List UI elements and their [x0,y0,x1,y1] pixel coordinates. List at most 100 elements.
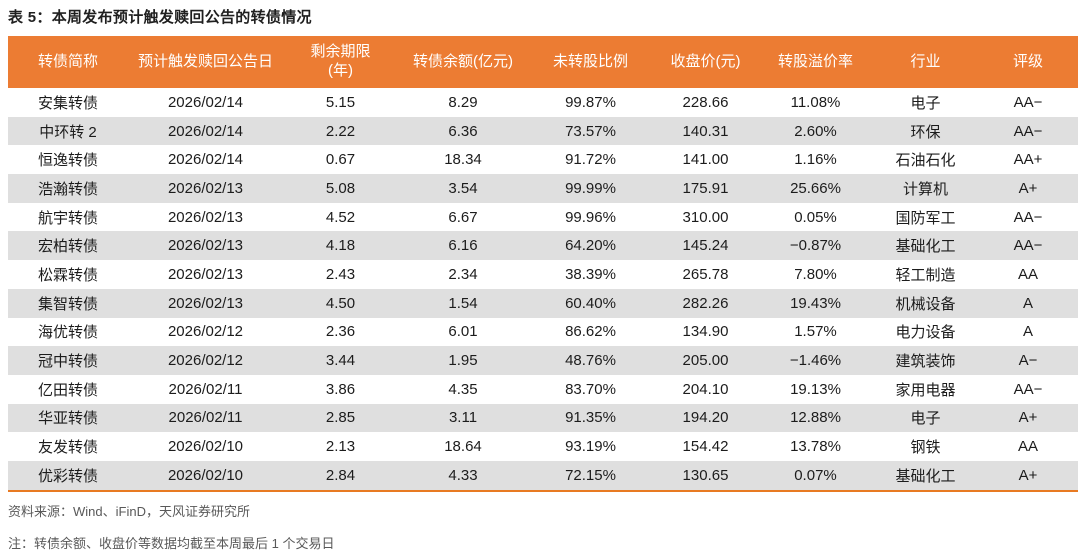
table-cell: 2.36 [325,323,356,341]
table-cell: 130.65 [682,466,729,484]
table-cell: 4.18 [325,237,356,255]
table-cell: 310.00 [682,208,729,226]
table-title: 表 5：本周发布预计触发赎回公告的转债情况 [8,9,312,26]
table-row: 宏柏转债 2026/02/13 4.18 6.16 64.20% 145.24 −0.87%… [8,231,1078,261]
table-cell: 2.84 [325,466,356,484]
table-cell: 2026/02/14 [167,93,244,111]
table-cell: 60.40% [565,294,616,312]
table-cell: 48.76% [565,352,616,370]
table-cell: AA− [1013,93,1043,111]
table-cell: 19.13% [790,380,841,398]
table-cell: 2026/02/14 [167,151,244,169]
table-cell: 86.62% [565,323,616,341]
table-cell: 3.44 [325,352,356,370]
table-cell: 18.34 [444,151,482,169]
table-cell: 建筑装饰 [895,353,956,371]
table-cell: A [1022,294,1033,312]
table-cell: 91.72% [565,151,616,169]
column-header-0: 转债简称 [8,36,128,88]
table-cell: 73.57% [565,122,616,140]
table-cell: 265.78 [682,265,729,283]
table-cell: 亿田转债 [37,381,98,399]
table-cell: 2.60% [794,122,837,140]
table-cell: 194.20 [682,409,729,427]
column-header-7: 行业 [873,36,978,88]
table-cell: 安集转债 [37,94,98,112]
table-cell: 机械设备 [895,295,956,313]
table-cell: 轻工制造 [895,266,956,284]
table-row: 海优转债 2026/02/12 2.36 6.01 86.62% 134.90 1.57% 电… [8,318,1078,347]
table-row: 恒逸转债 2026/02/14 0.67 18.34 91.72% 141.00 1.16%… [8,145,1078,174]
table-cell: 优彩转债 [37,467,98,485]
column-header-2: 剩余期限 (年) [283,36,398,88]
table-cell: 6.67 [448,208,478,226]
table-cell: 2026/02/13 [167,265,244,283]
table-cell: 6.16 [448,237,478,255]
table-cell: 13.78% [790,438,841,456]
table-cell: 2026/02/11 [168,409,243,427]
table-cell: 5.08 [325,179,356,197]
table-cell: 3.11 [448,409,478,427]
table-cell: 电力设备 [895,324,956,342]
table-cell: 宏柏转债 [37,238,98,256]
table-cell: 8.29 [448,93,478,111]
table-cell: 松霖转债 [37,266,98,284]
table-cell: 205.00 [682,352,729,370]
table-cell: 海优转债 [37,324,98,342]
table-cell: 浩瀚转债 [37,180,98,198]
column-header-5: 收盘价(元) [653,36,758,88]
table-cell: 国防军工 [895,209,956,227]
column-header-4: 未转股比例 [528,36,653,88]
table-cell: 0.07% [794,466,837,484]
table-cell: −0.87% [789,237,842,255]
table-cell: 3.86 [325,380,356,398]
table-cell: 72.15% [565,466,616,484]
table-cell: 19.43% [790,294,841,312]
table-cell: 0.05% [794,208,837,226]
table-cell: 4.33 [448,466,478,484]
table-cell: 2026/02/10 [167,438,244,456]
table-cell: 2.22 [325,122,356,140]
table-cell: 7.80% [794,265,837,283]
column-header-3: 转债余额(亿元) [398,36,528,88]
table-cell: 友发转债 [37,439,98,457]
table-cell: 12.88% [790,409,841,427]
table-cell: 航宇转债 [37,209,98,227]
table-cell: 2.13 [325,438,356,456]
table-cell: 家用电器 [895,381,956,399]
table-row: 松霖转债 2026/02/13 2.43 2.34 38.39% 265.78 7.80% 轻… [8,260,1078,289]
table-cell: 91.35% [565,409,616,427]
table-cell: AA− [1013,208,1043,226]
table-cell: 2026/02/11 [168,380,243,398]
table-cell: 64.20% [565,237,616,255]
table-cell: 38.39% [565,265,616,283]
table-cell: 中环转 2 [39,123,97,141]
redemption-bond-table: 转债简称 预计触发赎回公告日 剩余期限 (年) 转债余额(亿元) 未转股比例 收盘价(元)… [8,36,1078,492]
table-cell: 154.42 [682,438,729,456]
table-cell: 134.90 [682,323,729,341]
table-cell: A [1022,323,1033,341]
table-cell: 145.24 [682,237,729,255]
table-cell: 电子 [910,94,941,112]
table-cell: 石油石化 [895,152,956,170]
table-cell: 2.34 [448,265,478,283]
table-cell: AA [1017,265,1038,283]
table-cell: 1.16% [794,151,837,169]
table-cell: 冠中转债 [37,353,98,371]
column-header-1: 预计触发赎回公告日 [128,36,283,88]
table-cell: 11.08% [790,93,841,111]
table-body: 安集转债 2026/02/14 5.15 8.29 99.87% 228.66 11.08%… [8,88,1078,491]
column-header-6: 转股溢价率 [758,36,873,88]
table-cell: AA− [1013,122,1043,140]
table-cell: 集智转债 [37,295,98,313]
table-cell: 基础化工 [895,238,956,256]
table-cell: 1.54 [448,294,478,312]
table-cell: 2026/02/13 [167,208,244,226]
table-cell: AA [1017,438,1038,456]
table-cell: 175.91 [682,179,729,197]
table-cell: A+ [1018,409,1038,427]
table-row: 安集转债 2026/02/14 5.15 8.29 99.87% 228.66 11.08%… [8,88,1078,117]
table-cell: 环保 [910,123,941,141]
table-cell: 2026/02/14 [167,122,244,140]
